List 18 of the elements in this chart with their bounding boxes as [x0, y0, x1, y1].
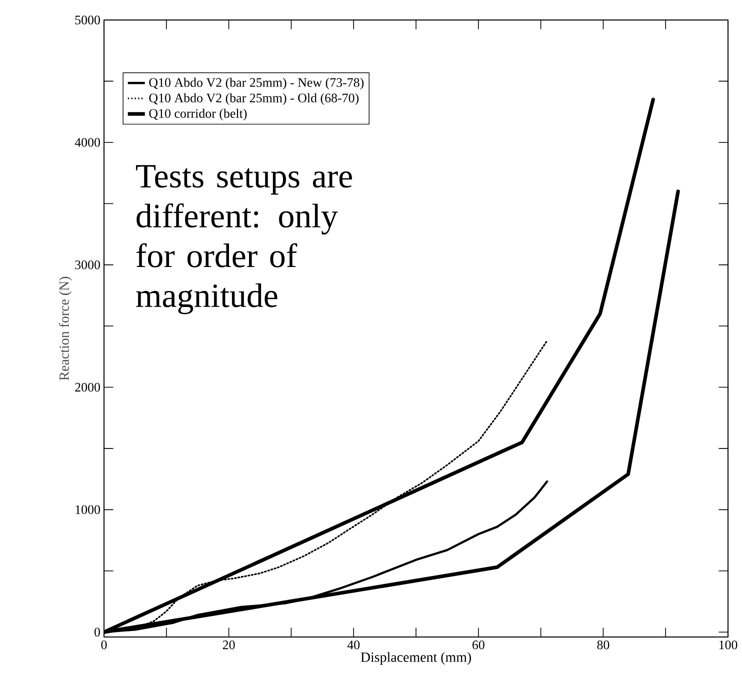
y-tick-label: 5000: [75, 16, 100, 24]
x-axis-title: Displacement (mm): [360, 652, 471, 665]
x-tick-label: 20: [222, 640, 235, 650]
y-tick-label: 0: [94, 628, 100, 636]
y-tick-label: 1000: [76, 505, 100, 514]
x-tick-label: 40: [347, 640, 360, 650]
y-tick-label: 2000: [75, 382, 100, 392]
x-tick-label: 80: [597, 640, 610, 650]
x-tick-label: 60: [472, 640, 484, 650]
y-axis-title: Reaction force (N): [58, 276, 72, 380]
y-tick-label: 3000: [75, 260, 100, 270]
legend-label: Q10 corridor (belt): [149, 108, 247, 120]
x-tick-label: 0: [101, 640, 107, 650]
x-tick-label: 100: [719, 640, 738, 650]
legend-label: Q10 Abdo V2 (bar 25mm) - Old (68-70): [149, 93, 359, 105]
legend-label: Q10 Abdo V2 (bar 25mm) - New (73-78): [149, 78, 364, 90]
annotation: Tests setups are different: only for order of magnitude: [136, 165, 352, 314]
y-tick-label: 4000: [74, 138, 100, 147]
